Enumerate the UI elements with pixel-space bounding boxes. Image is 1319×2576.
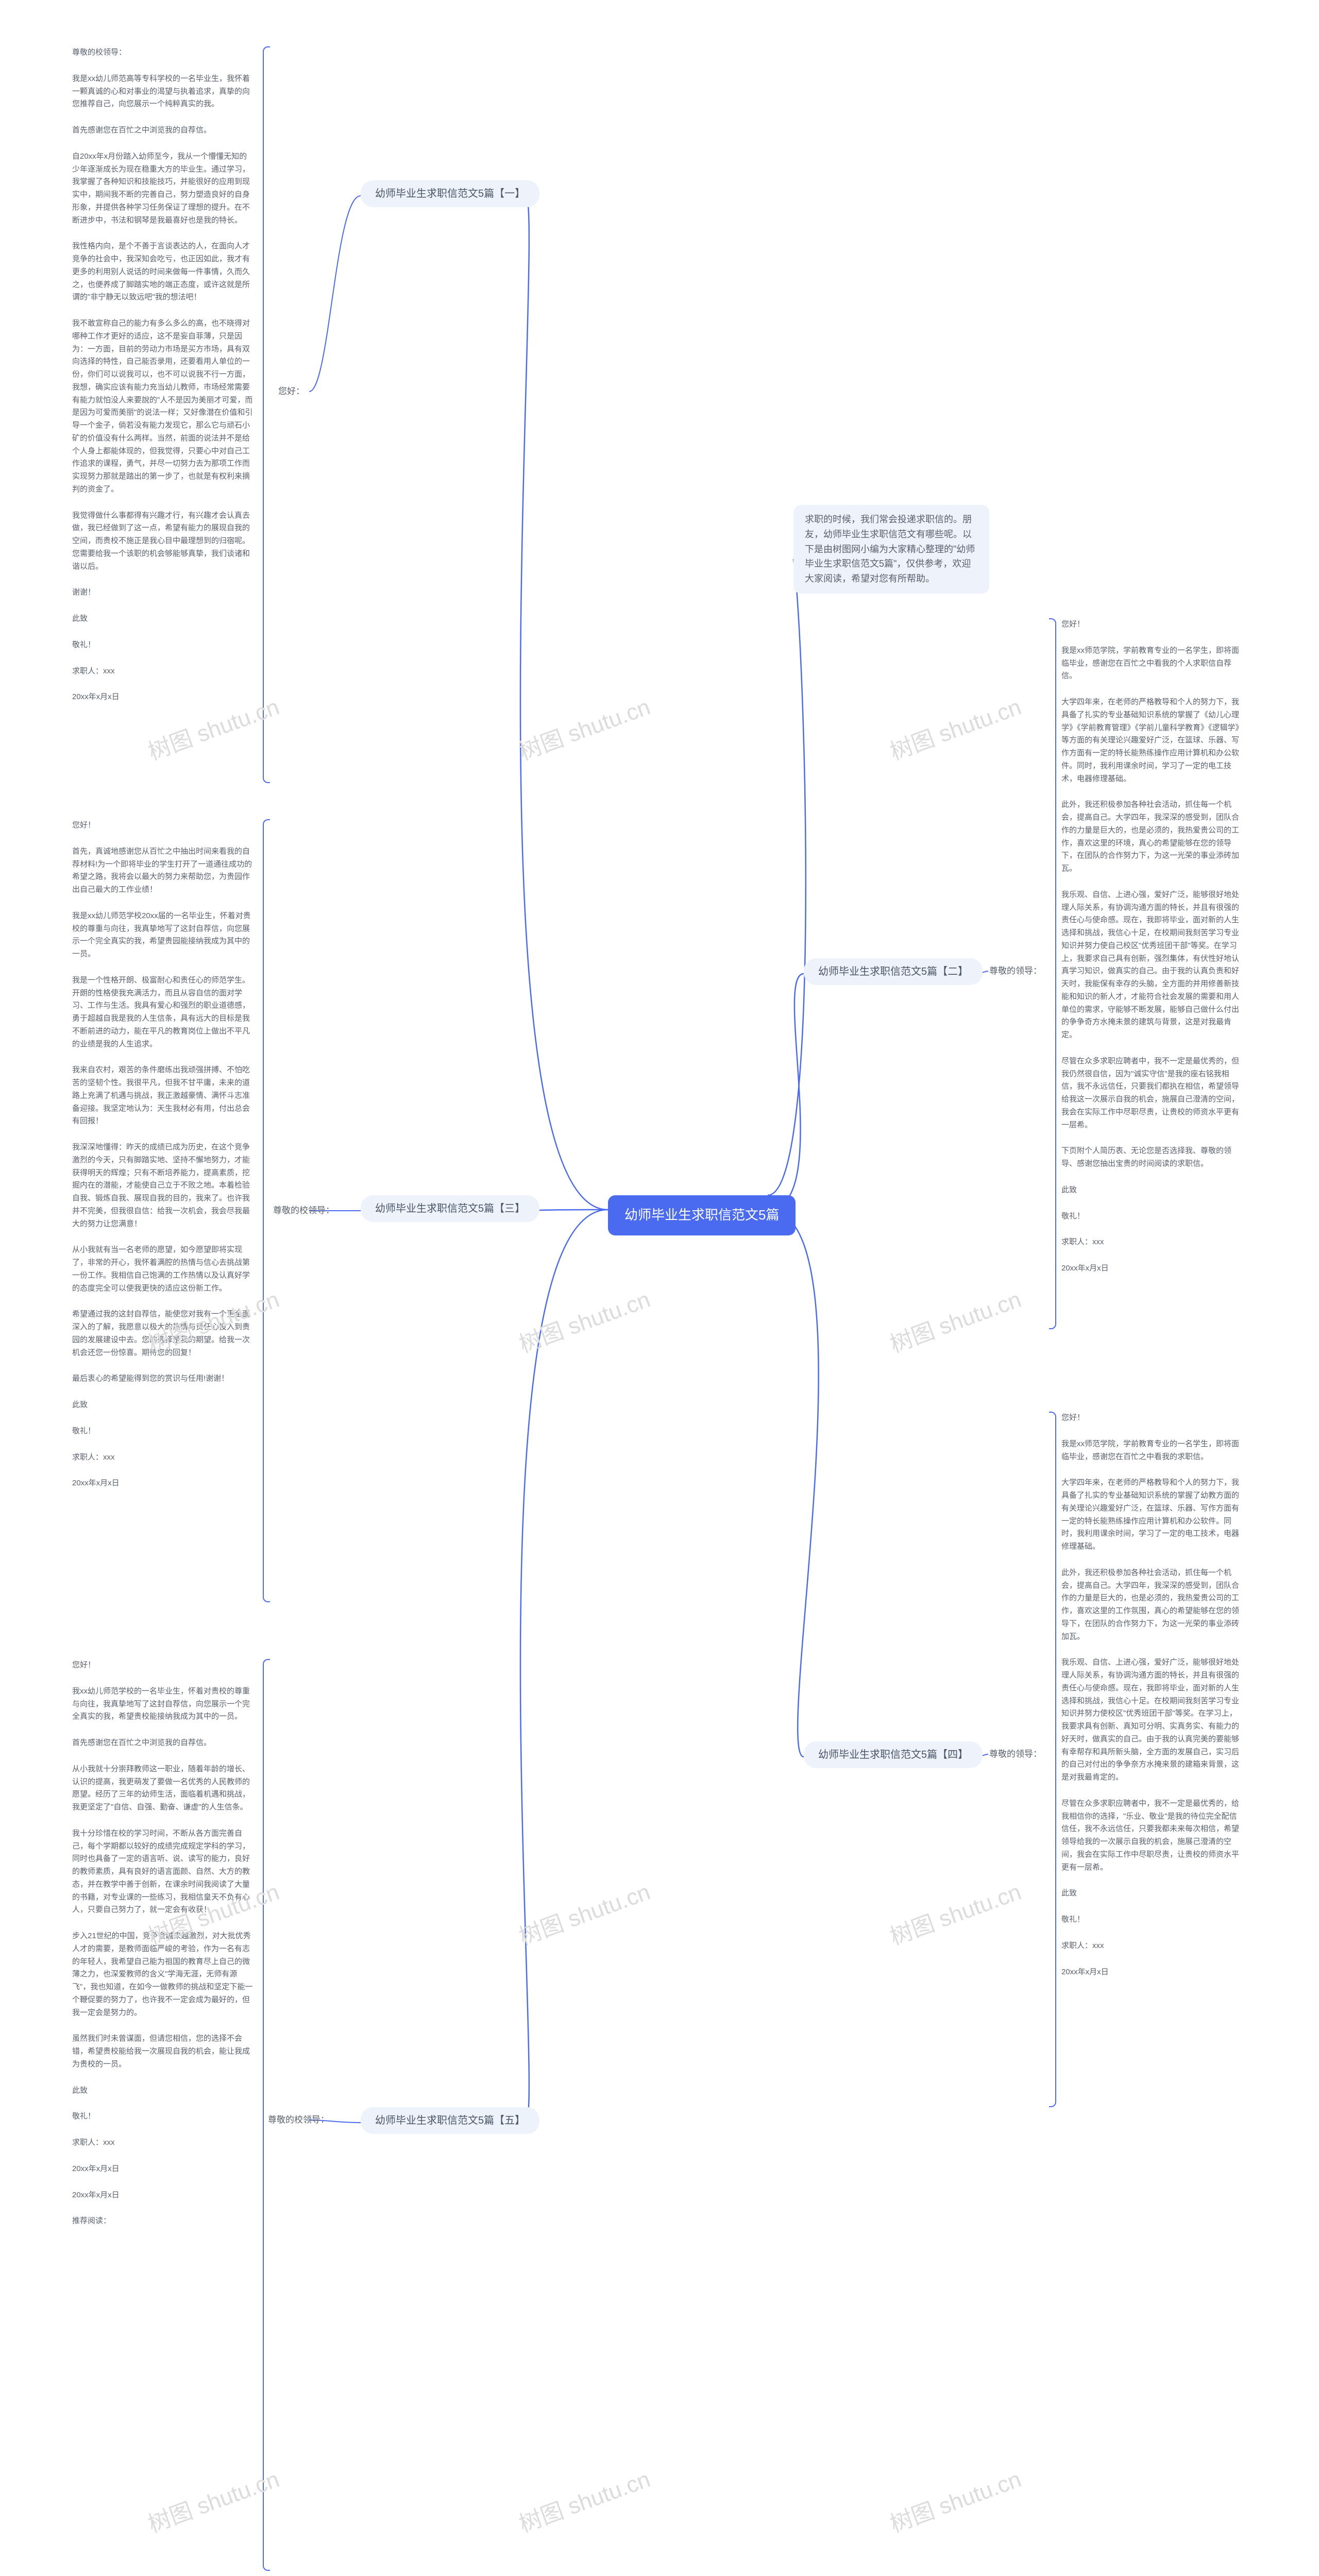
branch-5-leaves: 您好！ 我xx幼儿师范学校的一名毕业生，怀着对贵校的尊重与向往，我真挚地写了这封自… (72, 1659, 258, 2241)
watermark-text: 树图 shutu.cn (885, 1873, 1025, 1951)
leaf-text: 您好！ (1061, 618, 1247, 631)
leaf-text: 20xx年x月x日 (72, 1477, 258, 1490)
leaf-text: 此致 (72, 613, 258, 625)
leaf-text: 此致 (1061, 1887, 1247, 1900)
leaf-text: 求职人：xxx (72, 2137, 258, 2149)
watermark-text: 树图 shutu.cn (514, 2461, 654, 2538)
leaf-text: 我性格内向，是个不善于言谈表达的人，在面向人才竞争的社会中，我深知会吃亏，也正因… (72, 240, 258, 304)
leaf-text: 大学四年来，在老师的严格教导和个人的努力下，我具备了扎实的专业基础知识系统的掌握… (1061, 696, 1247, 785)
intro-node: 求职的时候，我们常会投递求职信的。朋友，幼师毕业生求职信范文有哪些呢。以下是由树… (793, 505, 989, 594)
leaf-text: 我来自农村，艰苦的条件磨练出我顽强拼搏、不怕吃苦的坚韧个性。我很平凡，但我不甘平… (72, 1064, 258, 1128)
leaf-text: 敬礼！ (1061, 1210, 1247, 1223)
branch-4-bracket (1049, 1412, 1056, 2107)
leaf-text: 我乐观、自信、上进心强，爱好广泛，能够很好地处理人际关系，有协调沟通方面的特长，… (1061, 889, 1247, 1042)
leaf-text: 我深深地懂得：昨天的成绩已成为历史，在这个竞争激烈的今天，只有脚踏实地、坚持不懈… (72, 1141, 258, 1230)
branch-1-leaves: 尊敬的校领导： 我是xx幼儿师范高等专科学校的一名毕业生，我怀着一颗真诚的心和对事… (72, 46, 258, 717)
leaf-text: 首先，真诚地感谢您从百忙之中抽出时间来看我的自荐材料!为一个即将毕业的学生打开了… (72, 845, 258, 896)
leaf-text: 求职人：xxx (72, 1451, 258, 1464)
leaf-text: 敬礼！ (72, 639, 258, 652)
watermark-text: 树图 shutu.cn (514, 688, 654, 766)
watermark-text: 树图 shutu.cn (885, 688, 1025, 766)
leaf-text: 您好！ (72, 819, 258, 832)
leaf-text: 首先感谢您在百忙之中浏览我的自荐信。 (72, 1737, 258, 1750)
branch-5-bracket (263, 1659, 270, 2571)
branch-1-sublabel: 您好： (278, 384, 305, 397)
leaf-text: 此致 (1061, 1184, 1247, 1197)
leaf-text: 此外，我还积极参加各种社会活动，抓住每一个机会，提高自己。大学四年，我深深的感受… (1061, 799, 1247, 875)
branch-node-4[interactable]: 幼师毕业生求职信范文5篇【四】 (804, 1741, 983, 1768)
center-node[interactable]: 幼师毕业生求职信范文5篇 (608, 1195, 796, 1235)
leaf-text: 虽然我们时未曾谋面，但请您相信，您的选择不会错，希望贵校能给我一次展现自我的机会… (72, 2032, 258, 2071)
leaf-text: 我是xx师范学院，学前教育专业的一名学生，即将面临毕业，感谢您在百忙之中看我的个… (1061, 645, 1247, 683)
leaf-text: 从小我就十分崇拜教师这一职业，随着年龄的增长、认识的提高，我更萌发了要做一名优秀… (72, 1763, 258, 1814)
leaf-text: 我乐观、自信、上进心强，爱好广泛，能够很好地处理人际关系，有协调沟通方面的特长，… (1061, 1656, 1247, 1784)
leaf-text: 敬礼！ (1061, 1913, 1247, 1926)
branch-2-leaves: 您好！ 我是xx师范学院，学前教育专业的一名学生，即将面临毕业，感谢您在百忙之中看… (1061, 618, 1247, 1289)
leaf-text: 此外，我还积极参加各种社会活动，抓住每一个机会，提高自己。大学四年，我深深的感受… (1061, 1567, 1247, 1643)
leaf-text: 我不敢宣称自己的能力有多么多么的高，也不晓得对哪种工作才更好的适应，这不是妄自菲… (72, 317, 258, 496)
leaf-text: 20xx年x月x日 (72, 2189, 258, 2202)
branch-3-bracket (263, 819, 270, 1602)
leaf-text: 从小我就有当一名老师的愿望，如今愿望即将实现了，非常的开心，我怀着满腔的热情与信… (72, 1244, 258, 1295)
leaf-text: 谢谢！ (72, 586, 258, 599)
leaf-text: 您好！ (1061, 1412, 1247, 1425)
leaf-text: 下页附个人简历表、无论您是否选择我、尊敬的领导、感谢您抽出宝贵的时间阅读的求职信… (1061, 1145, 1247, 1171)
watermark-text: 树图 shutu.cn (514, 1873, 654, 1951)
mindmap-canvas: 幼师毕业生求职信范文5篇 求职的时候，我们常会投递求职信的。朋友，幼师毕业生求职… (0, 0, 1319, 2576)
leaf-text: 大学四年来，在老师的严格教导和个人的努力下，我具备了扎实的专业基础知识系统的掌握… (1061, 1477, 1247, 1553)
branch-2-bracket (1049, 618, 1056, 1329)
leaf-text: 20xx年x月x日 (72, 2163, 258, 2176)
branch-2-sublabel: 尊敬的领导： (989, 963, 1042, 976)
branch-node-1[interactable]: 幼师毕业生求职信范文5篇【一】 (361, 180, 539, 207)
leaf-text: 20xx年x月x日 (1061, 1966, 1247, 1979)
watermark-text: 树图 shutu.cn (143, 2461, 283, 2538)
leaf-text: 首先感谢您在百忙之中浏览我的自荐信。 (72, 124, 258, 137)
watermark-text: 树图 shutu.cn (885, 2461, 1025, 2538)
branch-5-sublabel: 尊敬的校领导： (268, 2112, 329, 2125)
leaf-text: 我xx幼儿师范学校的一名毕业生，怀着对贵校的尊重与向往，我真挚地写了这封自荐信，… (72, 1685, 258, 1723)
branch-4-leaves: 您好！ 我是xx师范学院，学前教育专业的一名学生，即将面临毕业，感谢您在百忙之中看… (1061, 1412, 1247, 1992)
leaf-text: 最后衷心的希望能得到您的赏识与任用!谢谢！ (72, 1372, 258, 1385)
leaf-text: 尽管在众多求职应聘者中，我不一定是最优秀的，给我相信你的选择，"乐业、敬业"是我… (1061, 1798, 1247, 1874)
branch-node-3[interactable]: 幼师毕业生求职信范文5篇【三】 (361, 1195, 539, 1222)
leaf-text: 我是一个性格开朗、极富耐心和责任心的师范学生。开朗的性格使我充满活力，而且从容自… (72, 974, 258, 1051)
leaf-text: 尽管在众多求职应聘者中，我不一定是最优秀的，但我仍然很自信，因为"诚实守信"是我… (1061, 1055, 1247, 1132)
leaf-text: 敬礼！ (72, 1425, 258, 1438)
leaf-text: 推荐阅读： (72, 2215, 258, 2228)
branch-1-bracket (263, 46, 270, 783)
leaf-text: 20xx年x月x日 (72, 691, 258, 704)
leaf-text: 您好！ (72, 1659, 258, 1672)
leaf-text: 尊敬的校领导： (72, 46, 258, 59)
leaf-text: 我是xx师范学院，学前教育专业的一名学生，即将面临毕业，感谢您在百忙之中看我的求… (1061, 1438, 1247, 1464)
leaf-text: 求职人：xxx (1061, 1236, 1247, 1249)
leaf-text: 我十分珍惜在校的学习时间，不断从各方面完善自己，每个学期都以较好的成绩完成规定学… (72, 1827, 258, 1917)
branch-3-sublabel: 尊敬的校领导： (273, 1203, 334, 1216)
leaf-text: 我是xx幼儿师范学校20xx届的一名毕业生，怀着对贵校的尊重与向往，我真挚地写了… (72, 910, 258, 961)
leaf-text: 此致 (72, 1399, 258, 1412)
branch-4-sublabel: 尊敬的领导： (989, 1747, 1042, 1759)
leaf-text: 希望通过我的这封自荐信，能使您对我有一个更全面深入的了解，我愿意以极大的热情与责… (72, 1308, 258, 1359)
branch-3-leaves: 您好！ 首先，真诚地感谢您从百忙之中抽出时间来看我的自荐材料!为一个即将毕业的学生… (72, 819, 258, 1503)
watermark-text: 树图 shutu.cn (885, 1281, 1025, 1359)
leaf-text: 此致 (72, 2084, 258, 2097)
leaf-text: 我是xx幼儿师范高等专科学校的一名毕业生，我怀着一颗真诚的心和对事业的渴望与执着… (72, 73, 258, 111)
leaf-text: 步入21世纪的中国，竞争会越来越激烈，对大批优秀人才的需要，是教师面临严峻的考验… (72, 1930, 258, 2019)
leaf-text: 我觉得做什么事都得有兴趣才行，有兴趣才会认真去做，我已经做到了这一点，希望有能力… (72, 510, 258, 573)
branch-node-2[interactable]: 幼师毕业生求职信范文5篇【二】 (804, 958, 983, 985)
branch-node-5[interactable]: 幼师毕业生求职信范文5篇【五】 (361, 2107, 539, 2134)
watermark-text: 树图 shutu.cn (514, 1281, 654, 1359)
leaf-text: 20xx年x月x日 (1061, 1262, 1247, 1275)
leaf-text: 求职人：xxx (72, 665, 258, 678)
leaf-text: 敬礼！ (72, 2110, 258, 2123)
leaf-text: 自20xx年x月份踏入幼师至今，我从一个懵懂无知的少年逐渐成长为现在稳重大方的毕… (72, 150, 258, 227)
leaf-text: 求职人：xxx (1061, 1940, 1247, 1953)
